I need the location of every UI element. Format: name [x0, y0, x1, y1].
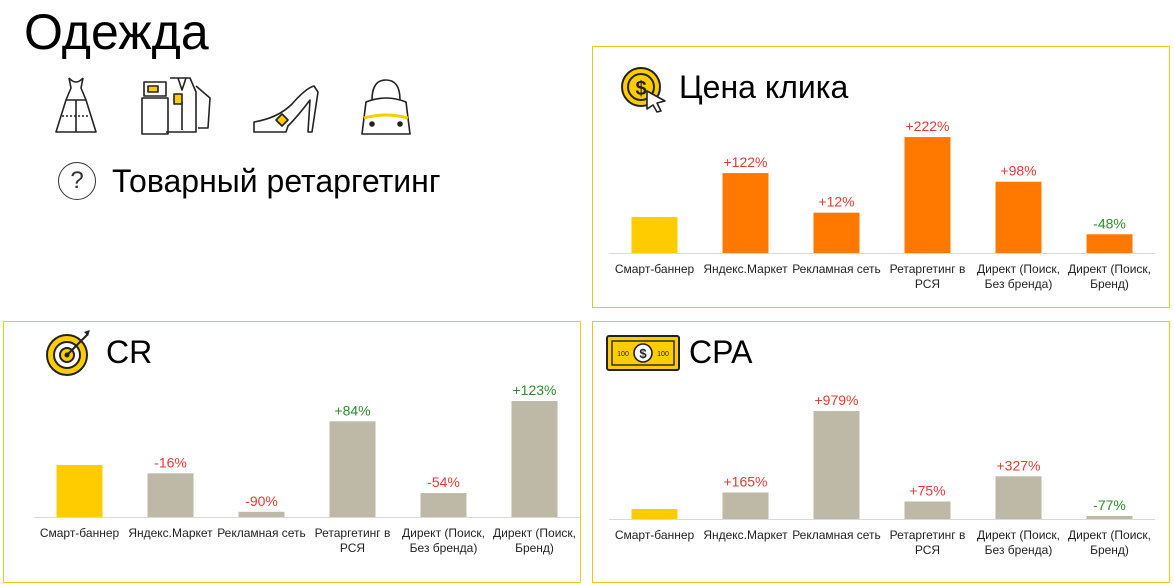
category-label-4: Ретаргетинг в РСЯ — [890, 262, 966, 291]
bar-2 — [722, 492, 769, 519]
bar-6 — [1086, 234, 1133, 253]
bar-3 — [813, 411, 860, 519]
cpa-panel: $ 100 100 CPA Смарт-баннер +165% Яндекс.Ма… — [592, 321, 1170, 583]
cpc-panel-title: Цена клика — [679, 69, 849, 105]
bar-4 — [904, 137, 951, 253]
svg-text:100: 100 — [617, 351, 629, 358]
bar-4 — [904, 501, 951, 519]
data-label-6: +123% — [513, 382, 557, 398]
data-label-3: +12% — [818, 194, 854, 210]
high-heel-shoe-icon — [253, 85, 319, 133]
bar-4 — [329, 421, 376, 517]
clothes-pile-icon — [141, 77, 211, 135]
category-label-4: Ретаргетинг в РСЯ — [890, 528, 966, 557]
bar-2 — [147, 473, 194, 517]
dress-icon — [55, 77, 97, 133]
handbag-icon — [361, 79, 411, 135]
bar-5 — [420, 493, 467, 517]
cpc-panel: $ Цена клика Смарт-баннер +122% Яндекс.Мар… — [592, 46, 1170, 308]
category-label-1: Смарт-баннер — [615, 528, 695, 542]
category-label-3: Рекламная сеть — [792, 262, 881, 276]
data-label-2: -16% — [154, 454, 187, 470]
category-label-3: Рекламная сеть — [792, 528, 881, 542]
cr-panel: CR Смарт-баннер -16% Яндекс.Маркет -90% Рекл… — [3, 321, 581, 583]
cr-panel-title: CR — [106, 334, 153, 370]
category-label-5: Директ (Поиск, Без бренда) — [977, 528, 1060, 557]
cpa-panel-title: CPA — [689, 334, 753, 370]
bar-6 — [1086, 516, 1133, 519]
bar-5 — [995, 181, 1042, 253]
bar-1 — [631, 217, 678, 253]
category-label-3: Рекламная сеть — [217, 526, 306, 540]
svg-text:100: 100 — [657, 351, 669, 358]
category-label-6: Директ (Поиск, Бренд) — [1068, 262, 1151, 291]
bar-3 — [813, 212, 860, 253]
data-label-4: +222% — [906, 118, 950, 134]
category-label-6: Директ (Поиск, Бренд) — [493, 526, 576, 555]
cpa-chart: Смарт-баннер +165% Яндекс.Маркет +979% Рекла… — [609, 392, 1155, 557]
category-label-2: Яндекс.Маркет — [128, 526, 213, 540]
cpc-chart: Смарт-баннер +122% Яндекс.Маркет +12% Реклам… — [609, 118, 1155, 291]
svg-text:$: $ — [635, 78, 646, 100]
bar-1 — [56, 465, 103, 517]
data-label-4: +84% — [334, 402, 370, 418]
bar-3 — [238, 511, 285, 517]
data-label-2: +165% — [724, 474, 768, 490]
banknote-icon: $ 100 100 — [606, 335, 680, 371]
category-label-5: Директ (Поиск, Без бренда) — [977, 262, 1060, 291]
svg-text:$: $ — [639, 346, 647, 361]
data-label-6: -77% — [1093, 497, 1126, 513]
data-label-5: +98% — [1000, 163, 1036, 179]
bar-1 — [631, 509, 678, 519]
question-circle-icon[interactable]: ? — [58, 162, 96, 200]
category-label-2: Яндекс.Маркет — [703, 262, 788, 276]
bar-6 — [511, 401, 558, 517]
data-label-3: -90% — [245, 493, 278, 509]
bar-2 — [722, 173, 769, 253]
category-label-1: Смарт-баннер — [40, 526, 120, 540]
data-label-4: +75% — [909, 483, 945, 499]
data-label-6: -48% — [1093, 215, 1126, 231]
category-label-1: Смарт-баннер — [615, 262, 695, 276]
data-label-2: +122% — [724, 154, 768, 170]
cr-chart: Смарт-баннер -16% Яндекс.Маркет -90% Рекламн… — [34, 382, 580, 555]
bar-5 — [995, 476, 1042, 519]
category-label-4: Ретаргетинг в РСЯ — [315, 526, 391, 555]
subtitle: Товарный ретаргетинг — [112, 163, 441, 199]
data-label-5: +327% — [997, 457, 1041, 473]
category-label-6: Директ (Поиск, Бренд) — [1068, 528, 1151, 557]
category-label-2: Яндекс.Маркет — [703, 528, 788, 542]
target-icon — [46, 330, 90, 376]
page-title: Одежда — [24, 4, 209, 60]
data-label-3: +979% — [815, 392, 859, 408]
data-label-5: -54% — [427, 474, 460, 490]
coin-cursor-icon: $ — [621, 67, 666, 113]
category-label-5: Директ (Поиск, Без бренда) — [402, 526, 485, 555]
